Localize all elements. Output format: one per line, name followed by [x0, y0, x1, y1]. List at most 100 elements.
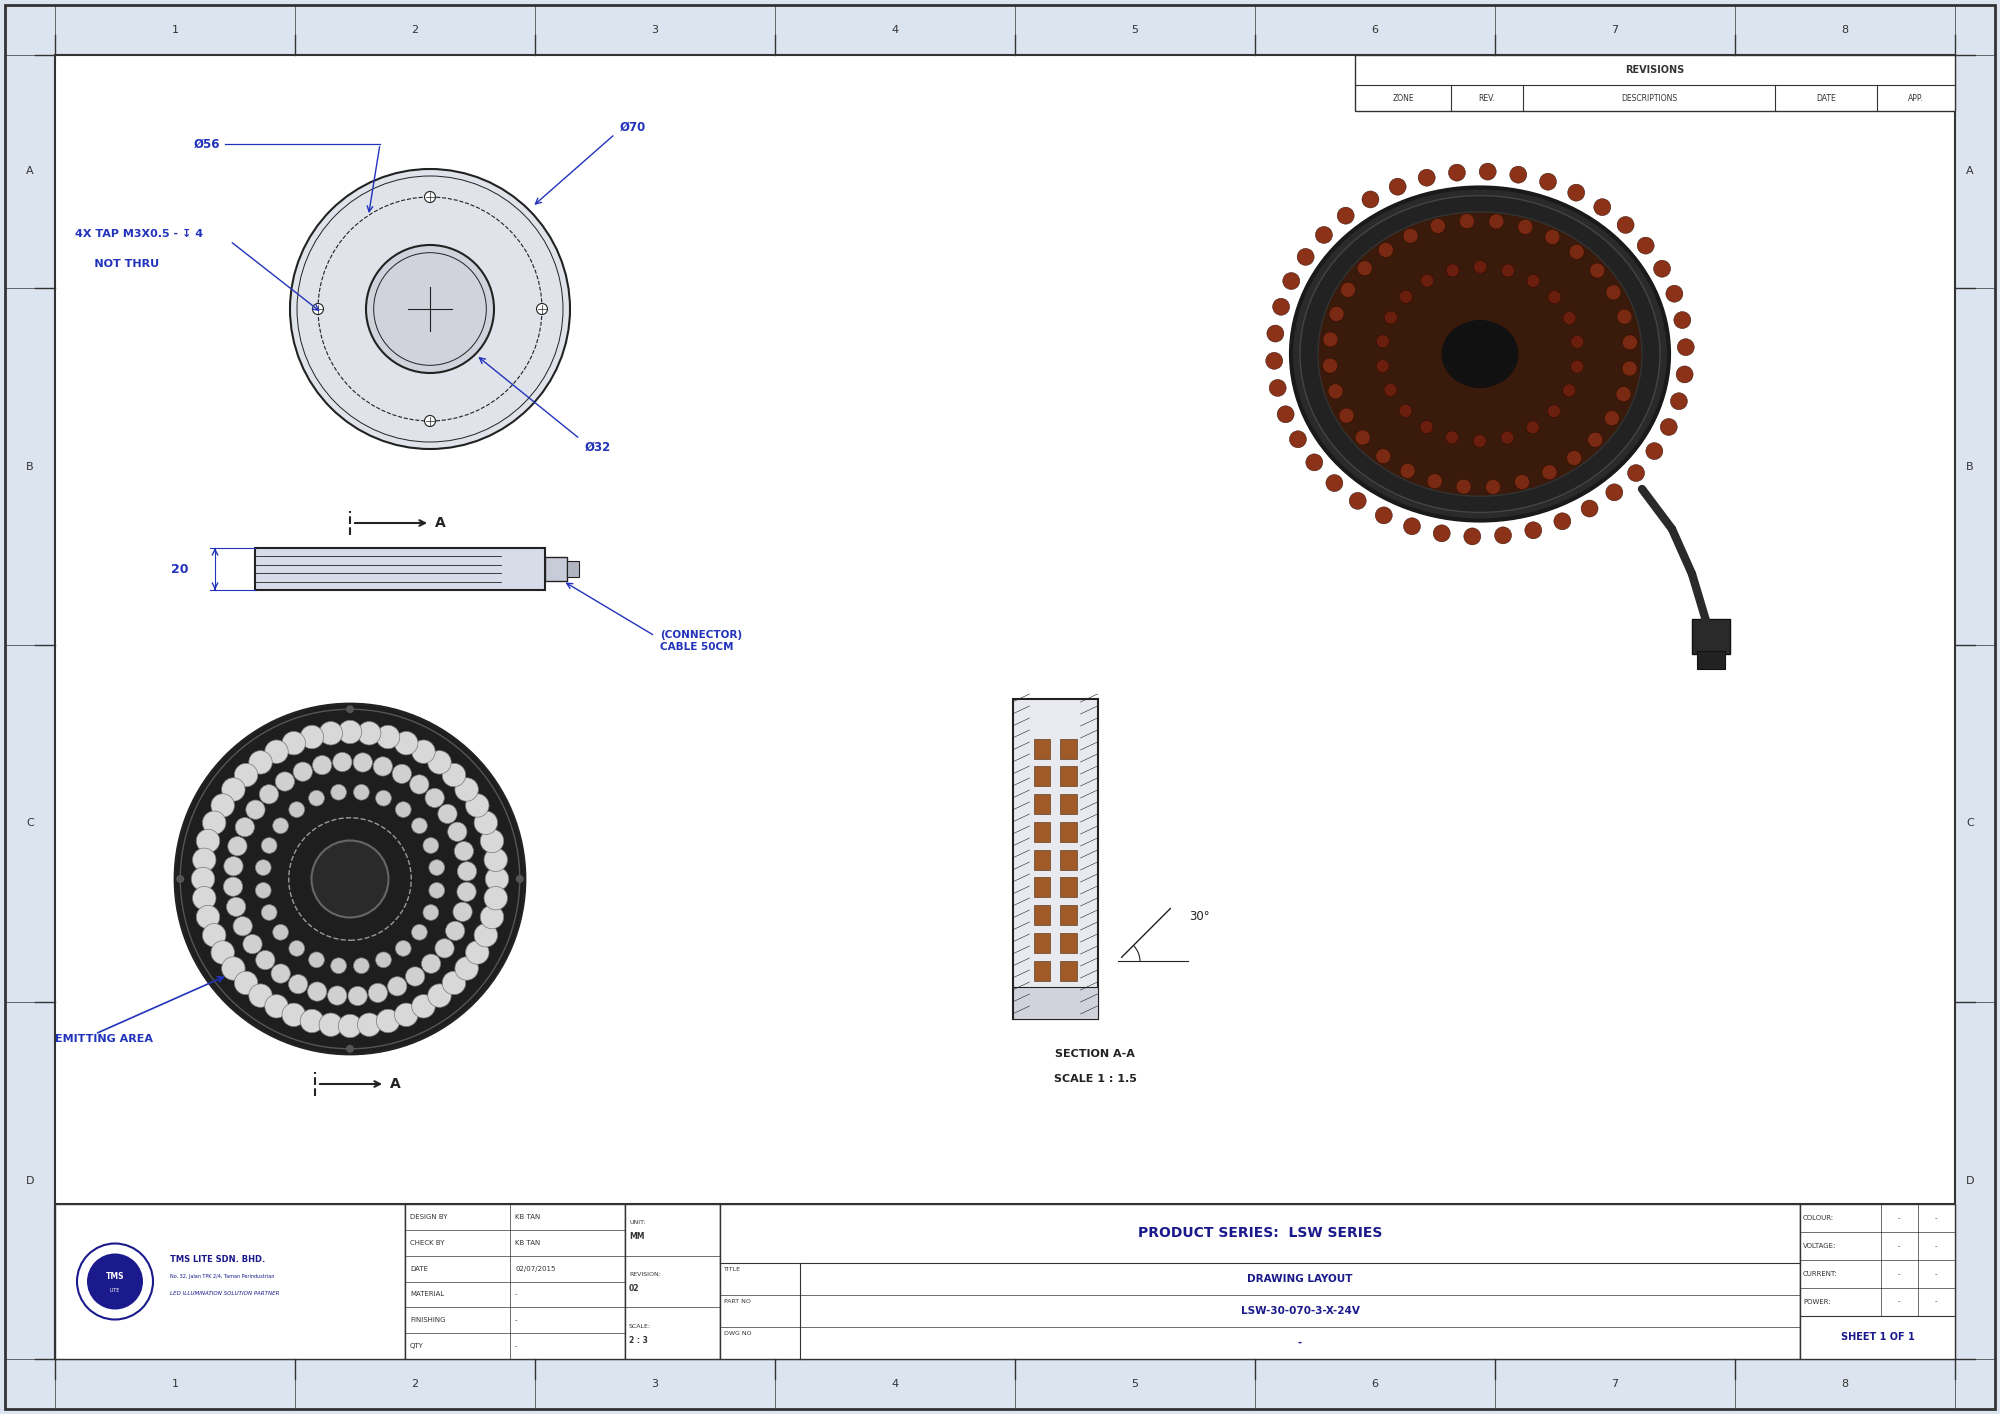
Ellipse shape	[1318, 212, 1642, 496]
Text: 5: 5	[1132, 1379, 1138, 1389]
Text: 02/07/2015: 02/07/2015	[516, 1266, 556, 1271]
Circle shape	[312, 304, 324, 314]
Circle shape	[338, 720, 362, 744]
Text: -: -	[1898, 1271, 1900, 1277]
Circle shape	[466, 940, 490, 964]
Circle shape	[256, 882, 272, 898]
Circle shape	[1562, 385, 1576, 397]
Circle shape	[1676, 366, 1694, 383]
Bar	[546, 557, 568, 581]
Text: -: -	[1936, 1271, 1938, 1277]
Circle shape	[466, 793, 490, 817]
Circle shape	[1606, 484, 1622, 501]
Text: REV.: REV.	[1478, 93, 1496, 102]
Circle shape	[1628, 465, 1644, 482]
Circle shape	[348, 987, 368, 1005]
Circle shape	[1606, 284, 1620, 300]
Circle shape	[1544, 229, 1560, 245]
Circle shape	[262, 905, 278, 921]
Circle shape	[226, 898, 246, 916]
Circle shape	[410, 775, 428, 795]
Circle shape	[248, 751, 272, 773]
Text: B: B	[26, 461, 34, 471]
Circle shape	[330, 957, 346, 974]
Circle shape	[1514, 475, 1530, 489]
Circle shape	[282, 1003, 306, 1027]
Circle shape	[516, 875, 524, 882]
Bar	[1034, 795, 1050, 814]
Circle shape	[1638, 238, 1654, 255]
Text: 7: 7	[1612, 25, 1618, 35]
Circle shape	[422, 954, 440, 973]
Circle shape	[1622, 361, 1638, 376]
Circle shape	[480, 905, 504, 929]
Circle shape	[1494, 527, 1512, 544]
Text: -: -	[1936, 1298, 1938, 1305]
Circle shape	[248, 984, 272, 1007]
Circle shape	[264, 994, 288, 1018]
Circle shape	[308, 790, 324, 806]
Bar	[1034, 905, 1050, 925]
Circle shape	[394, 1003, 418, 1027]
Circle shape	[1622, 335, 1638, 349]
Circle shape	[308, 981, 326, 1001]
Circle shape	[1340, 409, 1354, 423]
Bar	[1692, 619, 1730, 655]
Circle shape	[176, 704, 526, 1053]
Text: D: D	[26, 1175, 34, 1185]
Text: -: -	[1936, 1243, 1938, 1249]
Text: EMITTING AREA: EMITTING AREA	[56, 1034, 154, 1044]
Text: PRODUCT SERIES:  LSW SERIES: PRODUCT SERIES: LSW SERIES	[1138, 1226, 1382, 1240]
Text: TITLE: TITLE	[724, 1267, 742, 1273]
Bar	[626, 1203, 720, 1359]
Circle shape	[210, 940, 234, 964]
Circle shape	[1428, 474, 1442, 489]
Text: -: -	[516, 1343, 518, 1349]
Circle shape	[454, 957, 478, 980]
Text: -: -	[1898, 1243, 1900, 1249]
Circle shape	[192, 848, 216, 871]
Circle shape	[320, 1012, 342, 1036]
Circle shape	[320, 721, 342, 745]
Text: POWER:: POWER:	[1804, 1298, 1830, 1305]
Circle shape	[1290, 431, 1306, 448]
Text: 2 : 3: 2 : 3	[630, 1336, 648, 1345]
Ellipse shape	[1292, 188, 1668, 520]
Circle shape	[354, 752, 372, 772]
Circle shape	[234, 764, 258, 786]
Circle shape	[332, 752, 352, 772]
Circle shape	[422, 905, 438, 921]
Circle shape	[448, 822, 466, 841]
Circle shape	[452, 902, 472, 922]
Text: SHEET 1 OF 1: SHEET 1 OF 1	[1840, 1332, 1914, 1342]
Circle shape	[288, 974, 308, 994]
Circle shape	[288, 802, 304, 817]
Bar	[56, 1203, 1956, 1359]
Text: No. 32, Jalan TPK 2/4, Taman Perindustrian: No. 32, Jalan TPK 2/4, Taman Perindustri…	[170, 1274, 274, 1280]
Circle shape	[428, 882, 444, 898]
Circle shape	[358, 1012, 380, 1036]
Circle shape	[272, 925, 288, 940]
Circle shape	[1446, 431, 1458, 444]
Text: DRAWING LAYOUT: DRAWING LAYOUT	[1248, 1274, 1352, 1284]
Circle shape	[1570, 361, 1584, 373]
Circle shape	[1448, 164, 1466, 181]
Circle shape	[338, 1014, 362, 1038]
Text: UNIT:: UNIT:	[630, 1220, 646, 1226]
Circle shape	[300, 1010, 324, 1032]
Text: -: -	[516, 1291, 518, 1298]
Circle shape	[1434, 525, 1450, 542]
Circle shape	[1474, 260, 1486, 273]
Text: -: -	[516, 1318, 518, 1324]
Bar	[256, 549, 544, 590]
Text: KB TAN: KB TAN	[516, 1213, 540, 1220]
Circle shape	[290, 170, 570, 450]
Text: 4X TAP M3X0.5 - ↧ 4: 4X TAP M3X0.5 - ↧ 4	[76, 229, 204, 239]
Text: 3: 3	[652, 1379, 658, 1389]
Text: 6: 6	[1372, 1379, 1378, 1389]
Circle shape	[1338, 208, 1354, 225]
Text: C: C	[26, 819, 34, 829]
Circle shape	[374, 756, 392, 776]
Circle shape	[1474, 434, 1486, 448]
Circle shape	[196, 905, 220, 929]
